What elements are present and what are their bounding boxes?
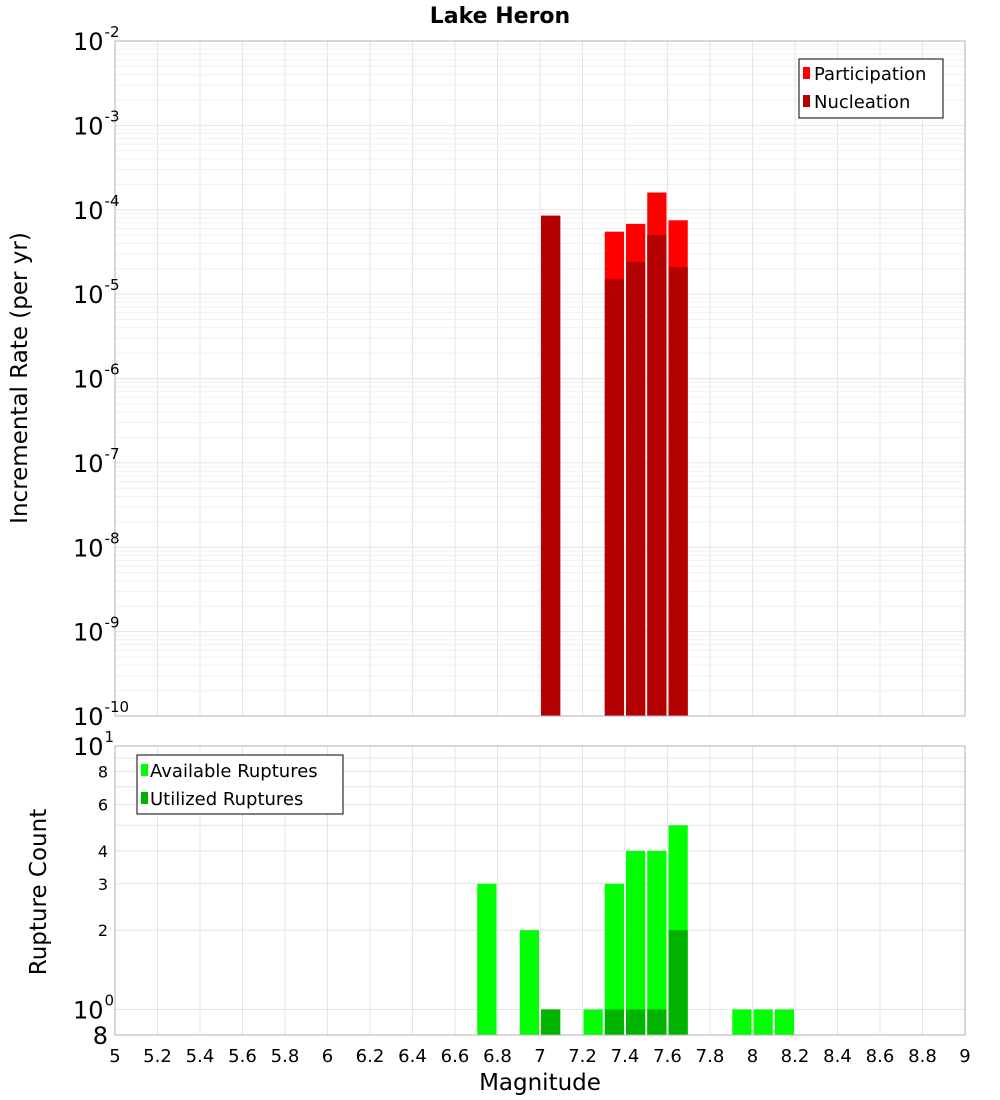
available-ruptures-bar <box>647 850 667 1035</box>
x-tick-label: 6 <box>322 1046 333 1067</box>
top-bars <box>541 192 688 717</box>
x-axis-label: Magnitude <box>479 1070 601 1096</box>
x-tick-label: 7.8 <box>696 1046 725 1067</box>
x-tick-label: 9 <box>959 1046 970 1067</box>
x-tick-label: 8 <box>747 1046 758 1067</box>
bottom-legend-box <box>136 754 344 815</box>
legend-swatch-participation <box>803 67 810 79</box>
top-y-tick-label: 10-9 <box>73 614 120 647</box>
bottom-y-minor-tick-label: 4 <box>98 842 108 861</box>
available-ruptures-bar <box>774 1009 794 1035</box>
top-y-tick-exponent: -9 <box>105 614 120 632</box>
x-tick-label: 7 <box>534 1046 545 1067</box>
utilized-ruptures-bar <box>626 1009 646 1035</box>
utilized-ruptures-bar <box>604 1009 624 1035</box>
legend-label-nucleation: Nucleation <box>814 92 910 113</box>
top-y-tick-exponent: -4 <box>105 192 120 210</box>
bottom-y-tick-label: 100 <box>73 991 114 1024</box>
legend-label-available: Available Ruptures <box>150 761 318 782</box>
nucleation-bar <box>541 215 561 717</box>
top-y-tick-exponent: -8 <box>105 529 120 547</box>
legend-label-participation: Participation <box>814 64 926 85</box>
top-y-axis-label: Incremental Rate (per yr) <box>7 232 33 524</box>
legend-swatch-nucleation <box>803 95 810 107</box>
legend-label-utilized: Utilized Ruptures <box>150 789 303 810</box>
top-y-tick-label: 10-3 <box>73 107 120 140</box>
bottom-y-minor-tick-label: 2 <box>98 921 108 940</box>
available-ruptures-bar <box>626 850 646 1035</box>
available-ruptures-bar <box>519 930 539 1035</box>
x-tick-label: 6.8 <box>483 1046 512 1067</box>
top-gridlines <box>114 41 966 717</box>
utilized-ruptures-bar <box>541 1009 561 1035</box>
top-y-tick-exponent: -6 <box>105 361 120 379</box>
top-y-tick-exponent: -10 <box>105 698 130 716</box>
x-tick-label: 5.6 <box>228 1046 257 1067</box>
bottom-y-minor-tick-label: 8 <box>98 763 108 782</box>
legend-swatch-available <box>141 764 148 776</box>
top-y-tick-label: 10-8 <box>73 529 120 562</box>
bottom-y-tick-exponent: 1 <box>105 728 115 746</box>
top-y-tick-exponent: -3 <box>105 107 120 125</box>
top-y-tick-label: 10-5 <box>73 276 120 309</box>
x-ticks: 5 5.2 5.4 5.6 5.8 6 6.2 6.4 6.6 6.8 7 7.2 7.4 7.6 7.8 8… <box>109 1046 970 1067</box>
bottom-y-minor-tick-label: 8 <box>93 1022 108 1050</box>
top-y-tick-label: 10-10 <box>73 698 129 731</box>
top-legend: Participation Nucleation <box>798 58 944 119</box>
top-y-tick-exponent: -5 <box>105 276 120 294</box>
top-y-tick-exponent: -7 <box>105 445 120 463</box>
bottom-bars <box>477 825 794 1035</box>
x-tick-label: 5.4 <box>186 1046 215 1067</box>
x-tick-label: 6.2 <box>356 1046 385 1067</box>
x-tick-label: 6.4 <box>398 1046 427 1067</box>
x-tick-label: 6.6 <box>441 1046 470 1067</box>
x-tick-label: 5.8 <box>271 1046 300 1067</box>
utilized-ruptures-bar <box>668 930 688 1035</box>
nucleation-bar <box>647 235 667 716</box>
utilized-ruptures-bar <box>647 1009 667 1035</box>
x-tick-label: 8.2 <box>781 1046 810 1067</box>
chart-title: Lake Heron <box>430 4 570 29</box>
bottom-plot-frame <box>114 745 966 1036</box>
x-tick-label: 7.6 <box>653 1046 682 1067</box>
x-tick-label: 7.2 <box>568 1046 597 1067</box>
x-tick-label: 5.2 <box>143 1046 172 1067</box>
x-tick-label: 8.6 <box>866 1046 895 1067</box>
x-tick-label: 8.4 <box>823 1046 852 1067</box>
top-plot-frame <box>114 40 966 717</box>
bottom-y-axis-label: Rupture Count <box>26 809 52 975</box>
top-y-tick-label: 10-7 <box>73 445 120 478</box>
bottom-y-tick-label: 101 <box>73 728 114 761</box>
x-tick-label: 7.4 <box>611 1046 640 1067</box>
nucleation-bar <box>626 262 646 716</box>
top-y-tick-label: 10-2 <box>73 23 120 56</box>
nucleation-bar <box>668 266 688 716</box>
top-y-tick-label: 10-4 <box>73 192 120 225</box>
available-ruptures-bar <box>477 883 497 1035</box>
top-y-tick-exponent: -2 <box>105 23 120 41</box>
top-legend-box <box>798 58 944 119</box>
legend-swatch-utilized <box>141 792 148 804</box>
bottom-legend: Available Ruptures Utilized Ruptures <box>136 754 344 815</box>
bottom-y-minor-tick-label: 3 <box>98 875 108 894</box>
available-ruptures-bar <box>604 883 624 1035</box>
available-ruptures-bar <box>753 1009 773 1035</box>
nucleation-bar <box>604 279 624 716</box>
top-panel: 10-2 10-3 10-4 10-5 10-6 10-7 10-8 10-9 10-10 In… <box>7 23 966 731</box>
top-y-tick-label: 10-6 <box>73 361 120 394</box>
bottom-y-tick-exponent: 0 <box>105 991 115 1009</box>
x-tick-label: 5 <box>109 1046 120 1067</box>
available-ruptures-bar <box>732 1009 752 1035</box>
bottom-y-minor-tick-label: 6 <box>98 795 108 814</box>
available-ruptures-bar <box>583 1009 603 1035</box>
x-tick-label: 8.8 <box>908 1046 937 1067</box>
